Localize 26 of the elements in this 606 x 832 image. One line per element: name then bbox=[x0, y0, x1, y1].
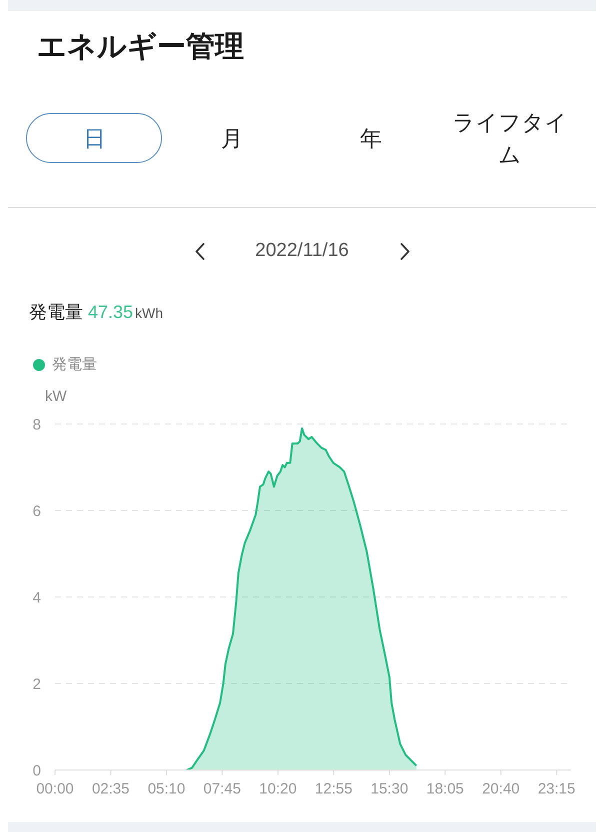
y-tick-label: 4 bbox=[32, 589, 41, 606]
x-tick-label: 02:35 bbox=[92, 780, 130, 798]
y-tick-label: 2 bbox=[32, 676, 41, 693]
legend-label: 発電量 bbox=[52, 355, 97, 374]
x-tick-label: 15:30 bbox=[370, 780, 408, 798]
text: 2022/11/16 bbox=[255, 239, 349, 263]
y-tick-label: 6 bbox=[32, 502, 41, 520]
chart-title: エネルギー管理 bbox=[37, 31, 244, 63]
x-tick-label: 10:20 bbox=[259, 780, 297, 798]
x-tick-label: 07:45 bbox=[203, 780, 241, 798]
text: 発電量 bbox=[29, 301, 83, 324]
x-tick-label: 12:55 bbox=[314, 780, 352, 798]
y-tick-label: 8 bbox=[32, 416, 41, 434]
x-tick-label: 18:05 bbox=[426, 780, 464, 798]
text: 日 bbox=[84, 124, 106, 152]
text: 月 bbox=[221, 124, 243, 152]
x-tick-label: 00:00 bbox=[36, 780, 74, 798]
y-axis-title: kW bbox=[45, 388, 67, 405]
x-tick-label: 05:10 bbox=[148, 780, 186, 798]
x-tick-label: 23:15 bbox=[538, 780, 576, 798]
text: 47.35 bbox=[88, 302, 134, 323]
x-tick-label: 20:40 bbox=[482, 780, 520, 798]
text: ライフタイム bbox=[452, 109, 568, 169]
y-tick-label: 0 bbox=[32, 762, 41, 780]
text: 年 bbox=[360, 124, 382, 152]
text: kWh bbox=[135, 305, 164, 321]
